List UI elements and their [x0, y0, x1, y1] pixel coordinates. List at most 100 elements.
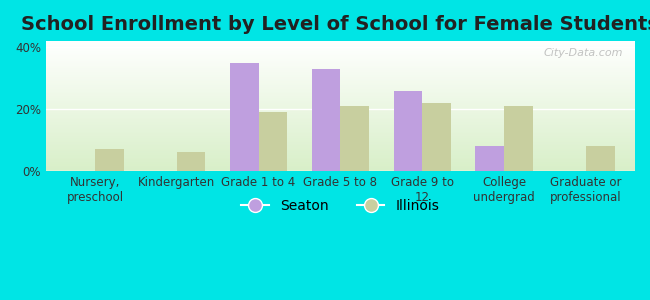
Bar [46, 127, 635, 128]
Bar [177, 152, 205, 171]
Bar [46, 158, 635, 159]
Bar [259, 112, 287, 171]
Bar [46, 160, 635, 162]
Title: School Enrollment by Level of School for Female Students: School Enrollment by Level of School for… [21, 15, 650, 34]
Bar [46, 101, 635, 102]
Bar [46, 122, 635, 123]
Bar [46, 59, 635, 61]
Bar [46, 56, 635, 57]
Bar [46, 115, 635, 116]
Bar [46, 58, 635, 59]
Bar [46, 105, 635, 106]
Bar [230, 63, 259, 171]
Bar [46, 98, 635, 100]
Bar [46, 53, 635, 54]
Bar [46, 133, 635, 135]
Bar [46, 52, 635, 53]
Bar [46, 120, 635, 122]
Bar [46, 79, 635, 80]
Bar [46, 67, 635, 68]
Bar [46, 125, 635, 127]
Bar [46, 57, 635, 58]
Bar [46, 118, 635, 119]
Bar [586, 146, 614, 171]
Bar [46, 164, 635, 166]
Text: City-Data.com: City-Data.com [543, 48, 623, 58]
Bar [46, 103, 635, 105]
Bar [46, 45, 635, 46]
Bar [46, 50, 635, 52]
Bar [95, 149, 124, 171]
Bar [46, 42, 635, 44]
Bar [46, 74, 635, 75]
Bar [46, 132, 635, 133]
Bar [46, 72, 635, 74]
Bar [394, 91, 422, 171]
Bar [46, 44, 635, 45]
Bar [46, 155, 635, 157]
Bar [46, 100, 635, 101]
Bar [46, 111, 635, 112]
Bar [46, 76, 635, 77]
Bar [46, 80, 635, 81]
Bar [46, 145, 635, 146]
Bar [46, 150, 635, 152]
Bar [46, 85, 635, 86]
Bar [46, 68, 635, 70]
Bar [46, 152, 635, 153]
Bar [504, 106, 533, 171]
Bar [46, 89, 635, 90]
Bar [46, 149, 635, 150]
Bar [46, 66, 635, 67]
Bar [341, 106, 369, 171]
Bar [46, 114, 635, 115]
Bar [46, 112, 635, 114]
Legend: Seaton, Illinois: Seaton, Illinois [236, 194, 445, 218]
Bar [46, 49, 635, 50]
Bar [46, 94, 635, 96]
Bar [46, 144, 635, 145]
Bar [46, 129, 635, 131]
Bar [46, 109, 635, 110]
Bar [46, 136, 635, 137]
Bar [46, 81, 635, 83]
Bar [46, 46, 635, 48]
Bar [46, 110, 635, 111]
Bar [46, 96, 635, 97]
Bar [46, 146, 635, 148]
Bar [475, 146, 504, 171]
Bar [46, 139, 635, 140]
Bar [46, 140, 635, 141]
Bar [46, 54, 635, 56]
Bar [46, 124, 635, 125]
Bar [46, 107, 635, 109]
Bar [46, 48, 635, 49]
Bar [46, 163, 635, 164]
Bar [46, 106, 635, 107]
Bar [46, 159, 635, 160]
Bar [46, 157, 635, 158]
Bar [46, 86, 635, 88]
Bar [46, 166, 635, 167]
Bar [46, 137, 635, 139]
Bar [46, 92, 635, 93]
Bar [46, 148, 635, 149]
Bar [46, 63, 635, 64]
Bar [46, 93, 635, 94]
Bar [46, 128, 635, 129]
Bar [46, 41, 635, 42]
Bar [46, 90, 635, 92]
Bar [46, 154, 635, 155]
Bar [46, 141, 635, 142]
Bar [46, 123, 635, 124]
Bar [46, 62, 635, 63]
Bar [46, 167, 635, 168]
Bar [46, 119, 635, 120]
Bar [46, 97, 635, 98]
Bar [46, 169, 635, 171]
Bar [46, 77, 635, 79]
Bar [312, 69, 341, 171]
Bar [46, 84, 635, 85]
Bar [46, 71, 635, 72]
Bar [46, 83, 635, 84]
